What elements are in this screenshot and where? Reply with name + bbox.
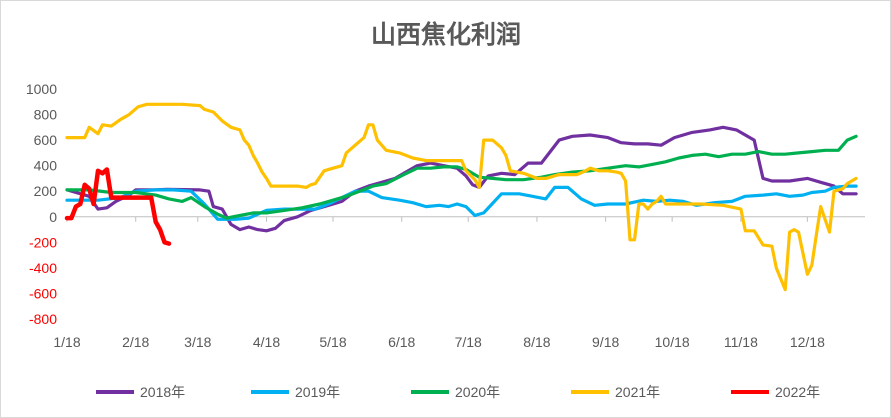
y-tick-label: -600 bbox=[29, 285, 57, 301]
x-tick-label: 12/18 bbox=[790, 334, 825, 350]
x-axis: 1/18 2/18 3/18 4/18 5/18 6/18 7/18 8/18 9/18 10/1… bbox=[53, 216, 865, 350]
x-tick-label: 2/18 bbox=[122, 334, 149, 350]
x-tick-label: 4/18 bbox=[253, 334, 280, 350]
y-tick-label: 200 bbox=[34, 183, 58, 199]
y-tick-label: -800 bbox=[29, 311, 57, 327]
x-tick-label: 9/18 bbox=[592, 334, 619, 350]
y-tick-label: 800 bbox=[34, 107, 58, 123]
y-axis-labels: 1000 800 600 400 200 0 -200 -400 -600 -800 bbox=[26, 81, 57, 327]
y-tick-label: -400 bbox=[29, 260, 57, 276]
y-tick-label: 1000 bbox=[26, 81, 57, 97]
series-lines bbox=[64, 102, 858, 292]
y-tick-label: 600 bbox=[34, 132, 58, 148]
x-tick-label: 8/18 bbox=[523, 334, 550, 350]
series-line-3 bbox=[65, 134, 858, 220]
legend-label: 2021年 bbox=[615, 384, 660, 400]
x-tick-label: 7/18 bbox=[455, 334, 482, 350]
x-tick-label: 5/18 bbox=[319, 334, 346, 350]
legend-label: 2022年 bbox=[775, 384, 820, 400]
series-line-5 bbox=[64, 167, 172, 246]
x-tick-label: 6/18 bbox=[388, 334, 415, 350]
y-tick-label: -200 bbox=[29, 234, 57, 250]
y-tick-label: 400 bbox=[34, 158, 58, 174]
x-tick-label: 10/18 bbox=[655, 334, 690, 350]
series-line-1 bbox=[65, 125, 858, 233]
x-tick-label: 3/18 bbox=[184, 334, 211, 350]
x-tick-label: 1/18 bbox=[53, 334, 80, 350]
series-line-2 bbox=[65, 184, 858, 221]
chart-title: 山西焦化利润 bbox=[371, 20, 521, 49]
legend-label: 2019年 bbox=[295, 384, 340, 400]
y-tick-label: 0 bbox=[49, 209, 57, 225]
legend: 2018年 2019年 2020年 2021年 2022年 bbox=[96, 384, 820, 400]
legend-label: 2020年 bbox=[455, 384, 500, 400]
series-line-4 bbox=[65, 102, 858, 292]
x-tick-label: 11/18 bbox=[724, 334, 758, 350]
legend-label: 2018年 bbox=[140, 384, 185, 400]
